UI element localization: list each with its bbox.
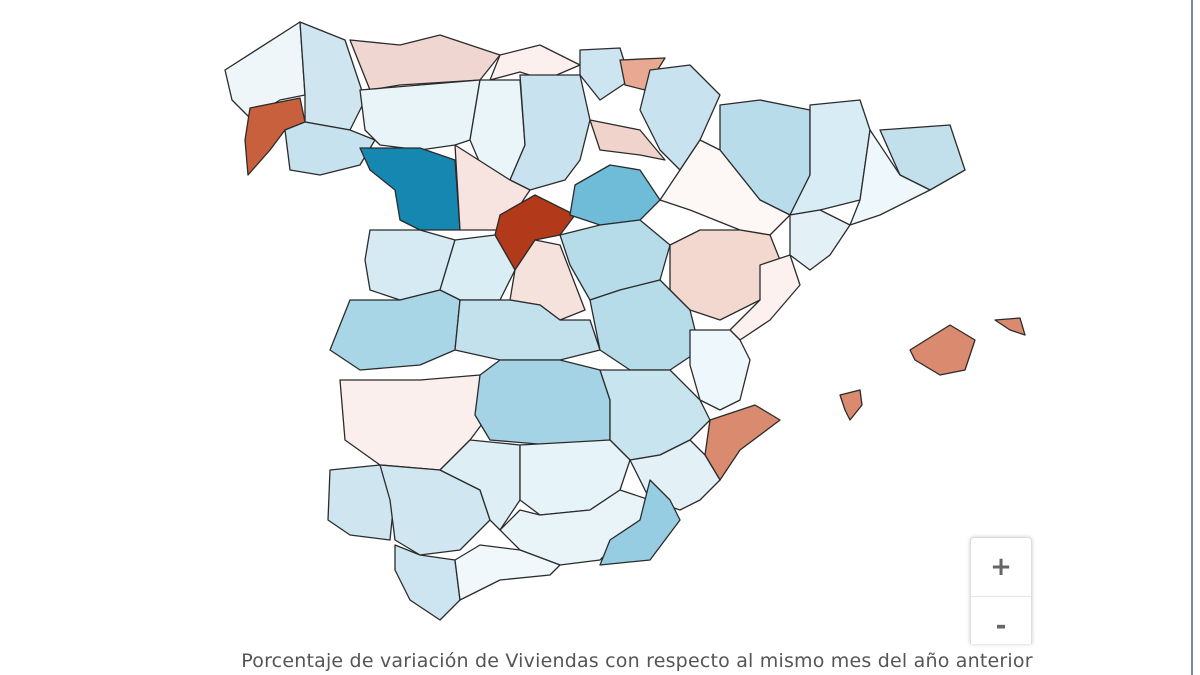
province bbox=[849, 129, 931, 226]
province bbox=[789, 99, 871, 216]
province bbox=[474, 359, 611, 446]
province bbox=[359, 79, 481, 151]
map-caption: Porcentaje de variación de Viviendas con… bbox=[241, 650, 1033, 672]
zoom-in-button[interactable]: + bbox=[990, 552, 1012, 582]
province bbox=[879, 124, 966, 191]
frame-edge bbox=[1191, 0, 1193, 675]
province bbox=[729, 254, 801, 341]
zoom-out-button[interactable]: - bbox=[971, 596, 1031, 644]
province bbox=[569, 164, 661, 226]
province bbox=[454, 544, 561, 601]
province bbox=[509, 74, 591, 191]
province bbox=[454, 299, 601, 361]
province bbox=[579, 47, 631, 101]
province bbox=[994, 317, 1026, 336]
province bbox=[299, 21, 366, 131]
map bbox=[224, 21, 1026, 621]
province bbox=[394, 544, 461, 621]
province bbox=[909, 324, 976, 376]
province bbox=[439, 439, 521, 531]
province bbox=[589, 119, 666, 161]
province bbox=[689, 329, 751, 411]
provinces bbox=[224, 21, 1026, 621]
province bbox=[244, 97, 306, 176]
province bbox=[329, 289, 461, 371]
province bbox=[839, 389, 863, 421]
zoom-control: + - bbox=[970, 537, 1032, 644]
province bbox=[359, 147, 461, 231]
province bbox=[789, 209, 851, 271]
province bbox=[599, 479, 681, 566]
province bbox=[704, 404, 781, 481]
